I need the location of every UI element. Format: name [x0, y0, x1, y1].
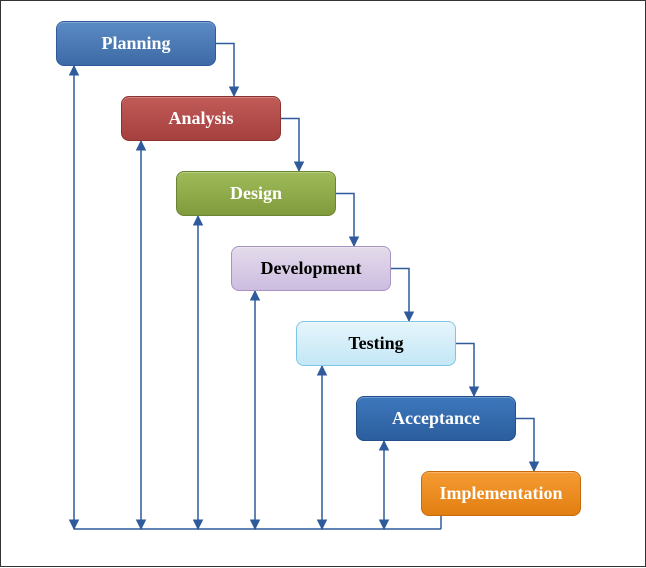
- edge-forward-development-testing: [391, 269, 409, 322]
- node-testing: Testing: [296, 321, 456, 366]
- node-implementation: Implementation: [421, 471, 581, 516]
- node-analysis: Analysis: [121, 96, 281, 141]
- node-acceptance: Acceptance: [356, 396, 516, 441]
- node-label-testing: Testing: [348, 333, 403, 354]
- node-label-analysis: Analysis: [168, 108, 233, 129]
- node-label-planning: Planning: [101, 33, 170, 54]
- node-label-development: Development: [261, 258, 362, 279]
- node-planning: Planning: [56, 21, 216, 66]
- node-label-implementation: Implementation: [440, 483, 563, 504]
- edge-forward-analysis-design: [281, 119, 299, 172]
- edge-forward-testing-acceptance: [456, 344, 474, 397]
- node-design: Design: [176, 171, 336, 216]
- edge-forward-acceptance-implementation: [516, 419, 534, 472]
- edge-forward-design-development: [336, 194, 354, 247]
- edge-forward-planning-analysis: [216, 44, 234, 97]
- node-label-design: Design: [230, 183, 282, 204]
- sdlc-waterfall-diagram: Planning Analysis Design Development Testing…: [0, 0, 646, 567]
- node-label-acceptance: Acceptance: [392, 408, 480, 429]
- node-development: Development: [231, 246, 391, 291]
